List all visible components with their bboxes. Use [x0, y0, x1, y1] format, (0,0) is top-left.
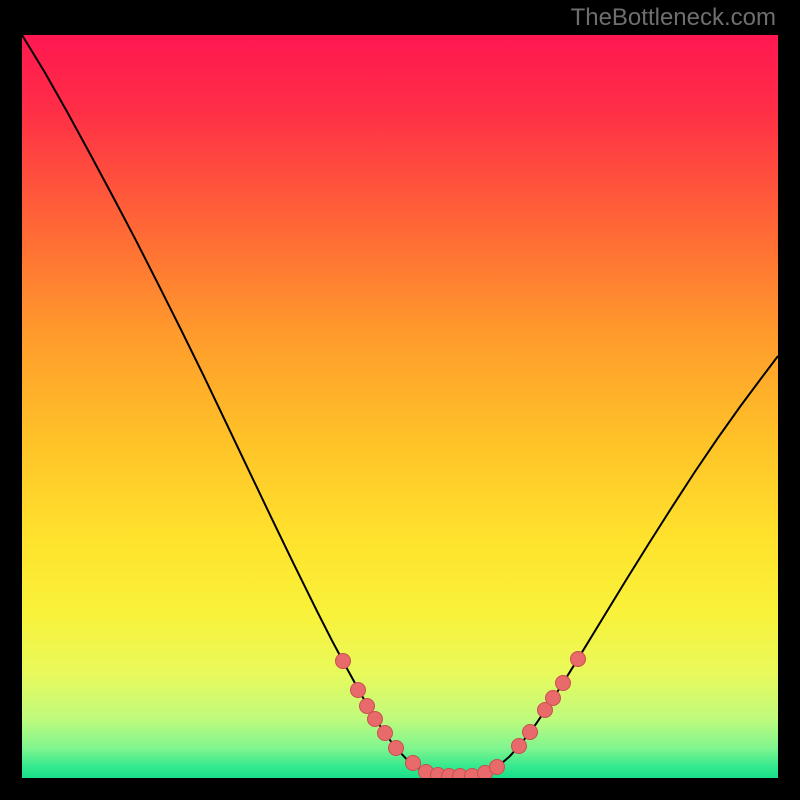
curve-marker: [367, 711, 383, 727]
curve-marker: [489, 759, 505, 775]
curve-marker: [570, 651, 586, 667]
curve-marker: [545, 690, 561, 706]
watermark-text: TheBottleneck.com: [571, 4, 776, 32]
curve-marker: [377, 725, 393, 741]
curve-marker: [511, 738, 527, 754]
plot-area: [22, 35, 778, 778]
markers-layer: [22, 35, 778, 778]
curve-marker: [555, 675, 571, 691]
curve-marker: [335, 653, 351, 669]
curve-marker: [522, 724, 538, 740]
curve-marker: [350, 682, 366, 698]
curve-marker: [388, 740, 404, 756]
